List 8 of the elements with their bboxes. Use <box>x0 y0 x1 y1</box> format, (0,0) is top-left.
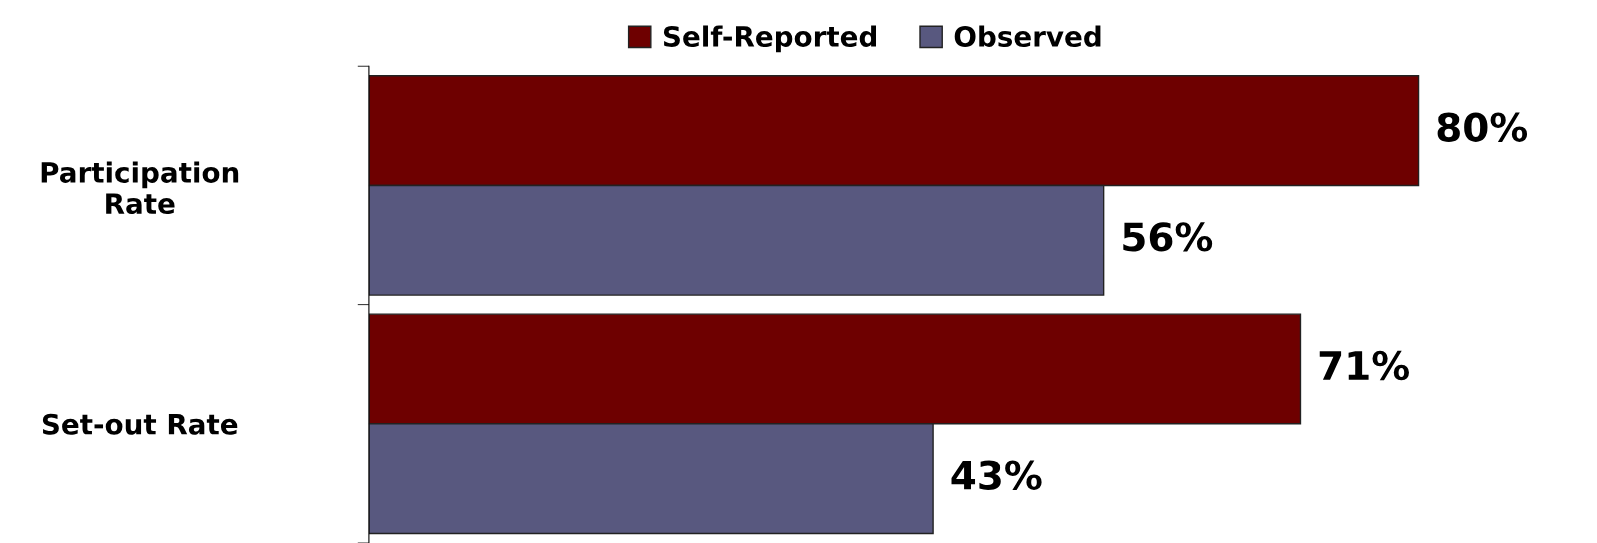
data-label: 71% <box>1319 350 1409 381</box>
y-tick-label: Set-out Rate <box>42 413 238 435</box>
data-label: 80% <box>1437 112 1528 142</box>
data-label: 56% <box>1123 222 1213 252</box>
y-tick-label: Participation Rate <box>41 161 239 215</box>
legend-label: Observed <box>954 25 1101 47</box>
data-label: 43% <box>951 460 1042 490</box>
legend-label: Self-Reported <box>663 25 876 53</box>
